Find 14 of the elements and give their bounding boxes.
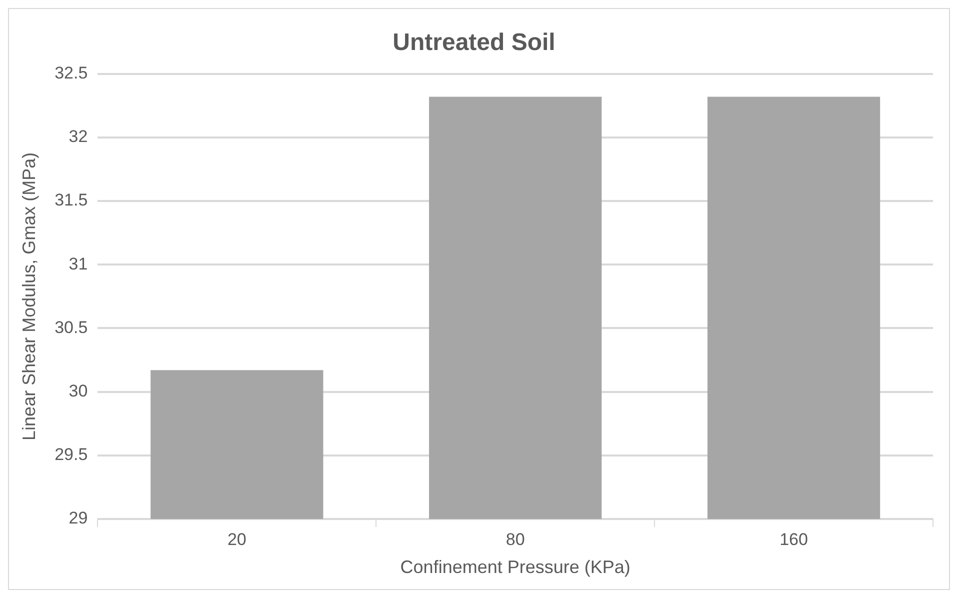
y-tick-label: 30 [68,381,88,400]
x-tick-label: 160 [780,530,808,549]
y-tick-label: 30.5 [54,318,88,337]
y-tick-label: 31 [68,254,88,274]
y-tick-label: 32.5 [54,63,88,82]
y-axis-title: Linear Shear Modulus, Gmax (MPa) [18,152,39,440]
chart-title: Untreated Soil [392,29,556,56]
y-tick-label: 31.5 [54,190,88,210]
x-tick-label: 80 [506,530,525,549]
y-tick-label: 29 [68,508,88,528]
x-axis-title: Confinement Pressure (KPa) [400,557,630,578]
y-tick-label: 32 [68,127,88,146]
y-tick-label: 29.5 [54,445,88,464]
x-tick-label: 20 [227,530,246,549]
